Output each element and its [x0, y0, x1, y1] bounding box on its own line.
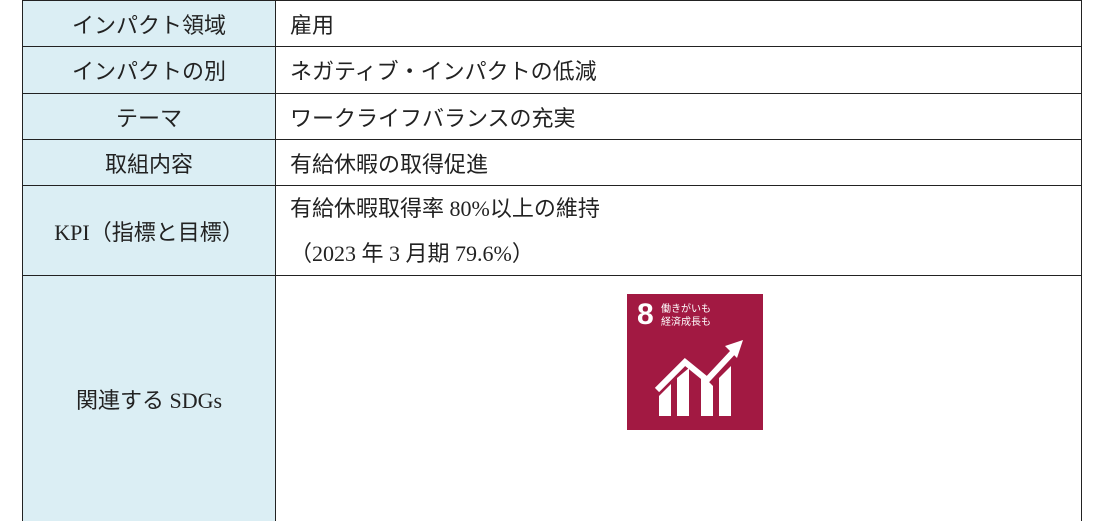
row-label: KPI（指標と目標）: [22, 185, 275, 275]
sdg-graphic: [654, 340, 743, 416]
row-value: 雇用: [275, 0, 1082, 46]
value-line: （2023 年 3 月期 79.6%）: [290, 240, 534, 266]
sdg-icon: 8 働きがいも経済成長も: [627, 294, 763, 430]
growth-icon: [654, 340, 743, 416]
value-line: 有給休暇取得率 80%以上の維持: [290, 195, 600, 221]
row-label: テーマ: [22, 93, 275, 139]
row-label: 取組内容: [22, 139, 275, 185]
sdg-caption: 働きがいも経済成長も: [661, 303, 711, 329]
row-value: 有給休暇取得率 80%以上の維持 （2023 年 3 月期 79.6%）: [275, 185, 1082, 275]
row-label: 関連する SDGs: [22, 275, 275, 521]
row-value: ネガティブ・インパクトの低減: [275, 46, 1082, 93]
row-label: インパクトの別: [22, 46, 275, 93]
row-value: [275, 275, 1082, 521]
row-value: ワークライフバランスの充実: [275, 93, 1082, 139]
row-label: インパクト領域: [22, 0, 275, 46]
sdg-caption-line: 経済成長も: [661, 317, 711, 328]
sdg-number: 8: [637, 298, 654, 331]
row-value: 有給休暇の取得促進: [275, 139, 1082, 185]
sdg-caption-line: 働きがいも: [661, 304, 711, 315]
